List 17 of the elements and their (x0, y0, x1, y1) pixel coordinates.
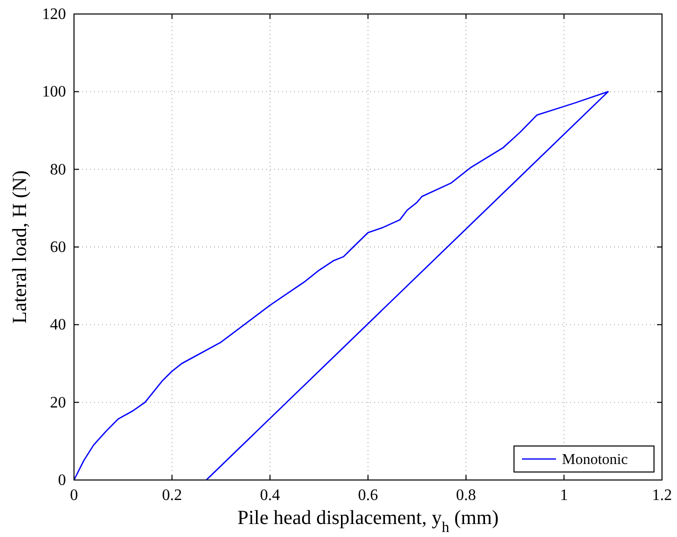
x-tick-label: 1.2 (652, 487, 672, 504)
y-tick-label: 80 (50, 161, 66, 178)
legend-label: Monotonic (562, 452, 628, 468)
x-axis-title: Pile head displacement, y$_{h}$ (mm) (237, 507, 499, 536)
y-tick-label: 0 (58, 472, 66, 489)
y-tick-label: 120 (42, 6, 66, 23)
y-tick-label: 20 (50, 394, 66, 412)
x-tick-label: 1 (560, 487, 568, 504)
y-tick-label: 60 (50, 239, 66, 256)
x-tick-label: 0.6 (358, 487, 378, 504)
x-tick-label: 0.8 (456, 487, 476, 504)
x-tick-label: 0 (70, 487, 78, 504)
y-tick-label: 40 (50, 316, 66, 334)
y-axis-title: Lateral load, H (N) (9, 170, 31, 324)
x-tick-label: 0.2 (162, 487, 182, 504)
y-tick-label: 100 (42, 84, 66, 101)
x-tick-label: 0.4 (260, 487, 280, 504)
